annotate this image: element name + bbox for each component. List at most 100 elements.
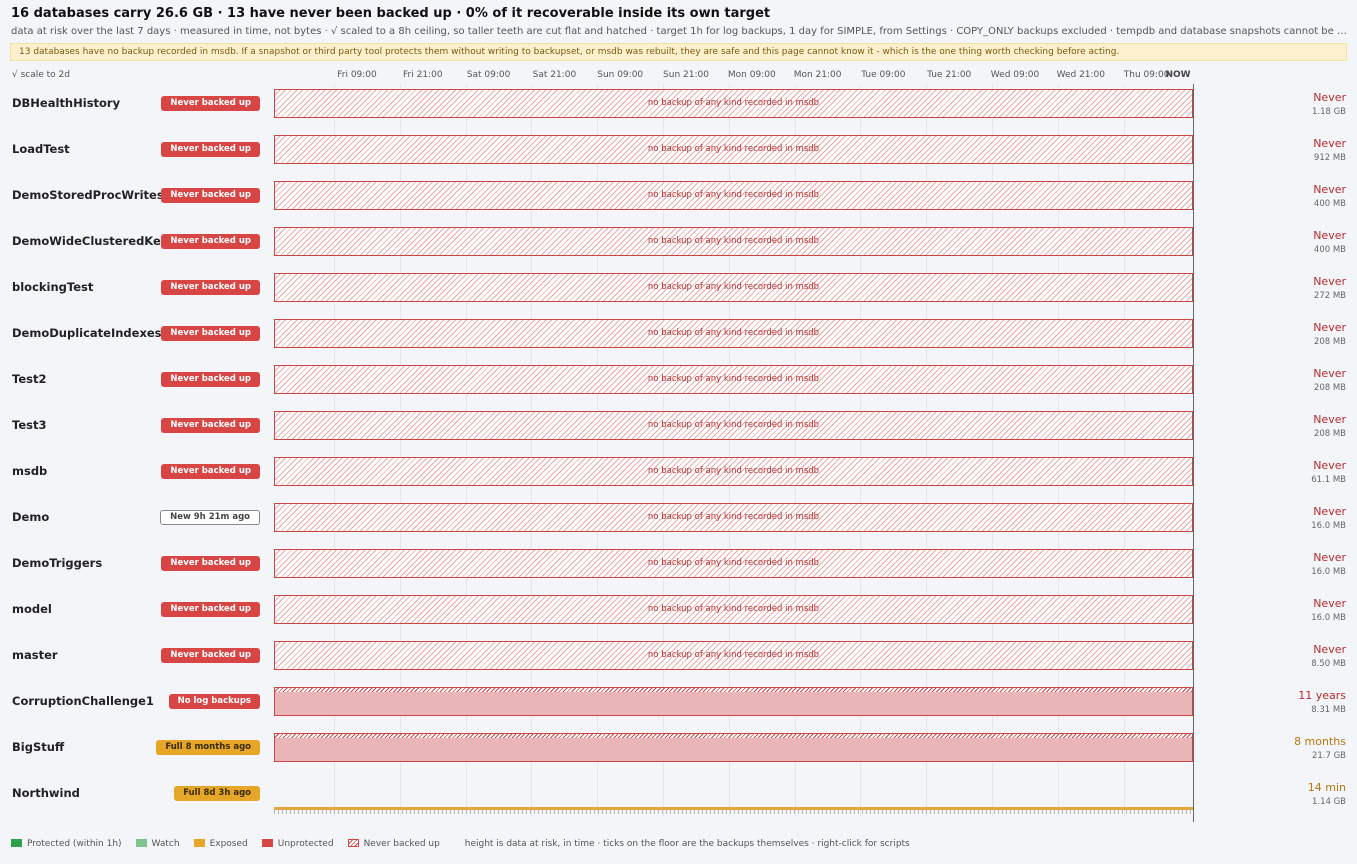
database-row[interactable]: Test3 Never backed up no backup of any kin… — [0, 406, 1357, 452]
gridline — [531, 84, 532, 816]
gridline — [795, 84, 796, 816]
database-name: Northwind — [12, 786, 80, 800]
database-name: blockingTest — [12, 280, 94, 294]
database-row[interactable]: msdb Never backed up no backup of any kind… — [0, 452, 1357, 498]
database-size: 912 MB — [1313, 153, 1346, 163]
database-size: 208 MB — [1313, 337, 1346, 347]
database-row[interactable]: DBHealthHistory Never backed up no backup … — [0, 84, 1357, 130]
axis-tick-label: Sat 09:00 — [466, 70, 511, 80]
database-name: Test3 — [12, 418, 47, 432]
risk-bar[interactable]: no backup of any kind recorded in msdb — [274, 503, 1193, 532]
status-badge: Never backed up — [161, 142, 260, 157]
risk-bar[interactable]: no backup of any kind recorded in msdb — [274, 89, 1193, 118]
gridline — [926, 84, 927, 816]
database-name: Test2 — [12, 372, 47, 386]
database-row[interactable]: DemoTriggers Never backed up no backup of … — [0, 544, 1357, 590]
backup-age: Never — [1313, 643, 1346, 656]
axis-tick-label: Wed 09:00 — [990, 70, 1040, 80]
status-badge: Never backed up — [161, 418, 260, 433]
no-backup-message: no backup of any kind recorded in msdb — [647, 374, 820, 384]
database-row[interactable]: DemoStoredProcWrites Never backed up no ba… — [0, 176, 1357, 222]
database-row[interactable]: DemoDuplicateIndexes Never backed up no ba… — [0, 314, 1357, 360]
database-size: 8.31 MB — [1311, 705, 1346, 715]
risk-bar[interactable]: no backup of any kind recorded in msdb — [274, 641, 1193, 670]
legend-item: Watch — [135, 839, 180, 849]
backup-age: Never — [1313, 137, 1346, 150]
database-name: LoadTest — [12, 142, 70, 156]
status-badge: Never backed up — [161, 234, 260, 249]
backup-age: 14 min — [1307, 781, 1346, 794]
database-size: 21.7 GB — [1311, 751, 1346, 761]
backup-age: 8 months — [1294, 735, 1346, 748]
risk-bar[interactable]: no backup of any kind recorded in msdb — [274, 319, 1193, 348]
status-badge: Never backed up — [161, 464, 260, 479]
no-backup-message: no backup of any kind recorded in msdb — [647, 190, 820, 200]
database-size: 208 MB — [1313, 383, 1346, 393]
database-name: master — [12, 648, 58, 662]
risk-bar[interactable]: no backup of any kind recorded in msdb — [274, 227, 1193, 256]
backup-age: Never — [1313, 413, 1346, 426]
legend-label: Unprotected — [277, 839, 334, 849]
database-row[interactable]: CorruptionChallenge1 No log backups 11 yea… — [0, 682, 1357, 728]
backup-age: Never — [1313, 551, 1346, 564]
database-row[interactable]: LoadTest Never backed up no backup of any … — [0, 130, 1357, 176]
database-row[interactable]: BigStuff Full 8 months ago 8 months 21.7 GB — [0, 728, 1357, 774]
status-badge: Never backed up — [161, 280, 260, 295]
status-badge: Never backed up — [161, 648, 260, 663]
database-name: DemoWideClusteredKeys — [12, 234, 176, 248]
legend-note: height is data at risk, in time · ticks … — [464, 839, 910, 849]
status-badge: Never backed up — [161, 372, 260, 387]
risk-bar[interactable]: no backup of any kind recorded in msdb — [274, 365, 1193, 394]
risk-bar[interactable]: no backup of any kind recorded in msdb — [274, 135, 1193, 164]
no-backup-message: no backup of any kind recorded in msdb — [647, 236, 820, 246]
page-title: 16 databases carry 26.6 GB · 13 have nev… — [11, 6, 771, 21]
now-line — [1193, 84, 1194, 822]
axis-tick-label: Sun 09:00 — [597, 70, 644, 80]
database-row[interactable]: model Never backed up no backup of any kin… — [0, 590, 1357, 636]
status-badge: Full 8 months ago — [156, 740, 260, 755]
no-backup-message: no backup of any kind recorded in msdb — [647, 466, 820, 476]
database-name: DemoTriggers — [12, 556, 103, 570]
risk-bar[interactable] — [274, 807, 1193, 810]
risk-bar[interactable]: no backup of any kind recorded in msdb — [274, 273, 1193, 302]
risk-bar[interactable] — [274, 733, 1193, 762]
risk-bar[interactable]: no backup of any kind recorded in msdb — [274, 457, 1193, 486]
backup-age: Never — [1313, 229, 1346, 242]
risk-bar[interactable]: no backup of any kind recorded in msdb — [274, 411, 1193, 440]
database-row[interactable]: master Never backed up no backup of any ki… — [0, 636, 1357, 682]
gridline — [597, 84, 598, 816]
database-row[interactable]: DemoWideClusteredKeys Never backed up no b… — [0, 222, 1357, 268]
gridline — [1058, 84, 1059, 816]
status-badge: Never backed up — [161, 326, 260, 341]
backup-age: Never — [1313, 367, 1346, 380]
database-size: 16.0 MB — [1311, 567, 1346, 577]
risk-bar[interactable]: no backup of any kind recorded in msdb — [274, 181, 1193, 210]
risk-bar[interactable]: no backup of any kind recorded in msdb — [274, 549, 1193, 578]
database-size: 8.50 MB — [1311, 659, 1346, 669]
backup-age: Never — [1313, 275, 1346, 288]
no-backup-message: no backup of any kind recorded in msdb — [647, 282, 820, 292]
database-size: 16.0 MB — [1311, 613, 1346, 623]
database-row[interactable]: Demo New 9h 21m ago no backup of any kind … — [0, 498, 1357, 544]
axis-tick-label: Mon 09:00 — [727, 70, 776, 80]
backup-ticks — [274, 810, 1193, 814]
database-name: CorruptionChallenge1 — [12, 694, 154, 708]
database-name: DemoStoredProcWrites — [12, 188, 164, 202]
no-backup-message: no backup of any kind recorded in msdb — [647, 558, 820, 568]
axis-tick-label: Sat 21:00 — [532, 70, 577, 80]
status-badge: New 9h 21m ago — [160, 510, 260, 525]
database-row[interactable]: Northwind Full 8d 3h ago 14 min 1.14 GB — [0, 774, 1357, 820]
database-row[interactable]: blockingTest Never backed up no backup of … — [0, 268, 1357, 314]
no-backup-message: no backup of any kind recorded in msdb — [647, 512, 820, 522]
gridline — [992, 84, 993, 816]
database-row[interactable]: Test2 Never backed up no backup of any kin… — [0, 360, 1357, 406]
risk-bar[interactable]: no backup of any kind recorded in msdb — [274, 595, 1193, 624]
database-name: msdb — [12, 464, 48, 478]
database-name: DBHealthHistory — [12, 96, 121, 110]
gridline — [1124, 84, 1125, 816]
backup-age: Never — [1313, 183, 1346, 196]
no-backup-message: no backup of any kind recorded in msdb — [647, 420, 820, 430]
legend-label: Watch — [151, 839, 180, 849]
risk-bar[interactable] — [274, 687, 1193, 716]
legend-swatch — [11, 839, 22, 847]
